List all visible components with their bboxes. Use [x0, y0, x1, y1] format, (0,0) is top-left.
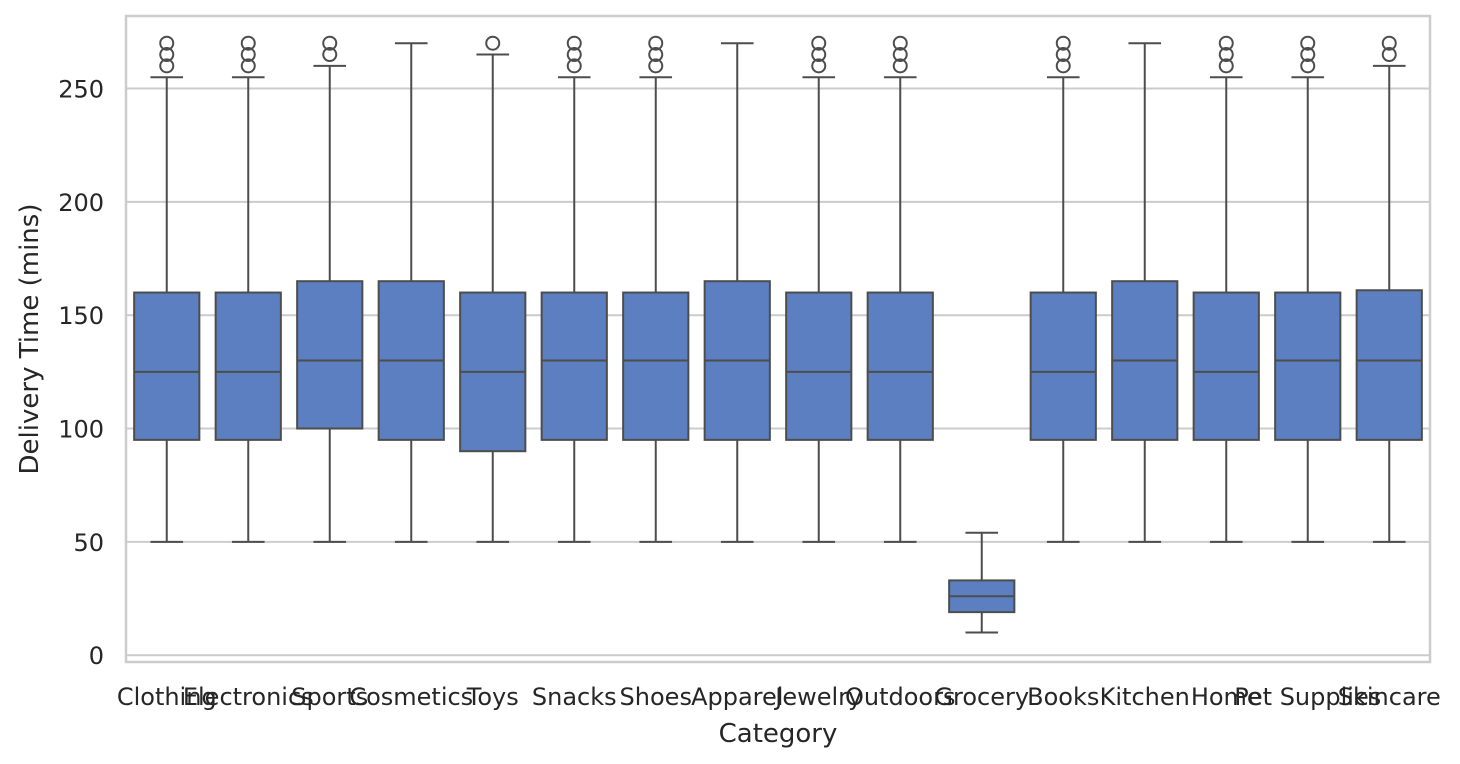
x-tick-label: Home [1191, 683, 1262, 711]
outlier-point [566, 35, 582, 51]
box-kitchen [1111, 42, 1179, 543]
box-series [133, 35, 1423, 634]
outlier-point [566, 58, 582, 74]
outlier-point [892, 58, 908, 74]
outlier-point [1055, 47, 1071, 63]
x-axis-label: Category [719, 719, 838, 749]
x-tick-label: Toys [466, 683, 519, 711]
outlier-point [811, 58, 827, 74]
x-tick-label: Cosmetics [349, 683, 473, 711]
y-tick-label: 200 [58, 189, 104, 217]
iqr-box [1029, 291, 1097, 441]
y-tick-labels: 0 50 100 150 200 250 [58, 76, 104, 671]
box-cosmetics [377, 42, 445, 543]
box-jewelry [785, 35, 853, 543]
box-toys [459, 35, 527, 543]
box-books [1029, 35, 1097, 543]
iqr-box [1274, 291, 1342, 441]
outlier-point [566, 47, 582, 63]
iqr-box [133, 291, 201, 441]
x-tick-label: Apparel [691, 683, 783, 711]
x-tick-label: Pet Supplies [1234, 683, 1381, 711]
outlier-point [240, 47, 256, 63]
iqr-box [296, 280, 364, 430]
x-tick-label: Shoes [620, 683, 692, 711]
outlier-point [240, 58, 256, 74]
iqr-box [1192, 291, 1260, 441]
outlier-point [485, 35, 501, 51]
outlier-point [1055, 58, 1071, 74]
outlier-point [240, 35, 256, 51]
box-grocery [948, 531, 1016, 634]
iqr-box [540, 291, 608, 441]
outlier-point [648, 47, 664, 63]
outlier-point [322, 47, 338, 63]
outlier-point [648, 35, 664, 51]
x-tick-label: Jewelry [773, 683, 862, 711]
box-clothing [133, 35, 201, 543]
y-tick-label: 250 [58, 76, 104, 104]
outlier-point [1218, 58, 1234, 74]
iqr-box [622, 291, 690, 441]
iqr-box [785, 291, 853, 441]
outlier-point [892, 47, 908, 63]
box-pet-supplies [1274, 35, 1342, 543]
outlier-point [1381, 47, 1397, 63]
y-axis-label: Delivery Time (mins) [15, 204, 45, 475]
x-tick-label: Electronics [183, 683, 314, 711]
box-skincare [1355, 35, 1423, 543]
iqr-box [214, 291, 282, 441]
outlier-point [1381, 35, 1397, 51]
outlier-point [159, 35, 175, 51]
box-apparel [703, 42, 771, 543]
y-tick-label: 50 [73, 529, 104, 557]
outlier-point [892, 35, 908, 51]
plot-frame [124, 14, 1432, 664]
x-tick-label: Skincare [1338, 683, 1441, 711]
y-tick-label: 150 [58, 302, 104, 330]
x-tick-label: Grocery [934, 683, 1029, 711]
box-snacks [540, 35, 608, 543]
outlier-point [322, 35, 338, 51]
box-outdoors [866, 35, 934, 543]
y-tick-label: 0 [89, 642, 104, 670]
outlier-point [1055, 35, 1071, 51]
outlier-point [159, 58, 175, 74]
box-sports [296, 35, 364, 543]
x-tick-label: Outdoors [845, 683, 955, 711]
outlier-point [811, 47, 827, 63]
box-electronics [214, 35, 282, 543]
outlier-point [811, 35, 827, 51]
y-tick-label: 100 [58, 416, 104, 444]
outlier-point [1300, 35, 1316, 51]
box-shoes [622, 35, 690, 543]
outlier-point [1218, 35, 1234, 51]
outlier-point [1300, 47, 1316, 63]
x-tick-label: Books [1027, 683, 1099, 711]
outlier-point [159, 47, 175, 63]
iqr-box [866, 291, 934, 441]
x-tick-label: Kitchen [1100, 683, 1190, 711]
box-home [1192, 35, 1260, 543]
outlier-point [648, 58, 664, 74]
outlier-point [1300, 58, 1316, 74]
x-tick-label: Clothing [117, 683, 217, 711]
x-tick-label: Sports [291, 683, 368, 711]
x-tick-label: Snacks [532, 683, 617, 711]
iqr-box [1355, 289, 1423, 441]
outlier-point [1218, 47, 1234, 63]
